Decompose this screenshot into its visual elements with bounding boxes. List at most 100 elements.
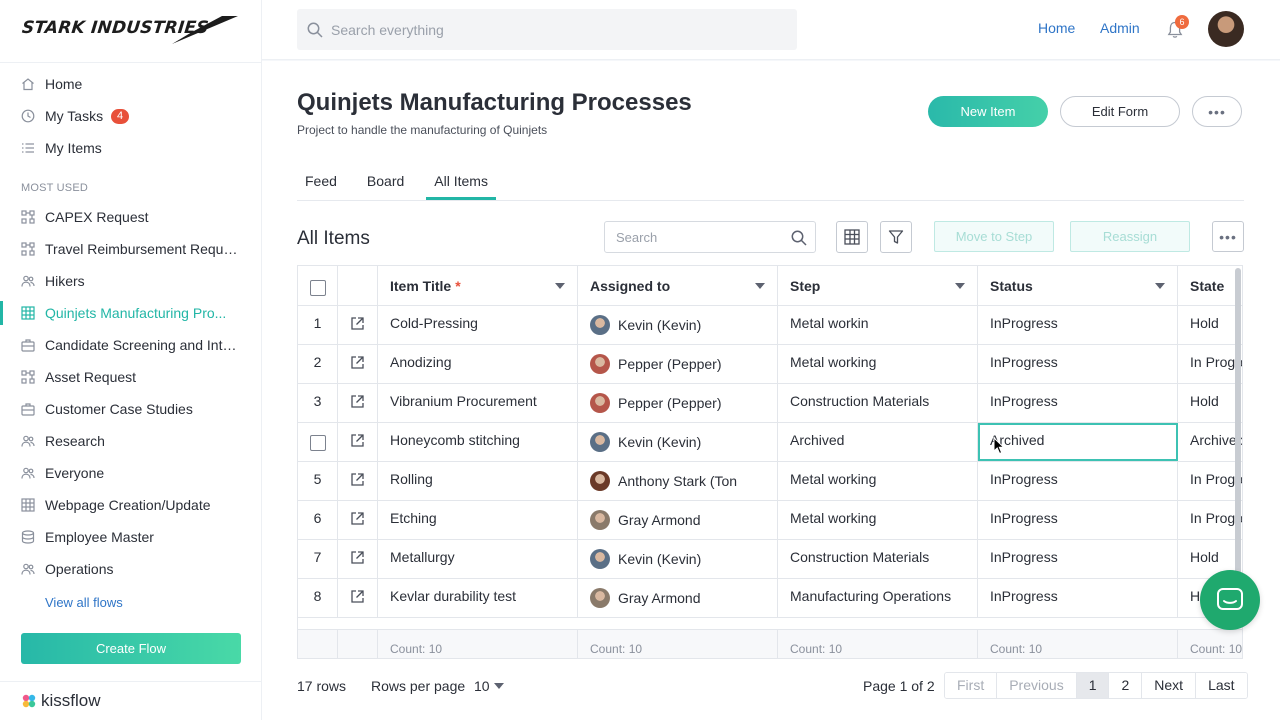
previous-page-button[interactable]: Previous (997, 673, 1077, 698)
item-title-cell[interactable]: Honeycomb stitching (378, 423, 578, 461)
admin-link[interactable]: Admin (1100, 20, 1140, 36)
table-row[interactable]: 1 Cold-Pressing Kevin (Kevin) Metal workin I… (298, 306, 1242, 345)
step-cell[interactable]: Metal working (778, 345, 978, 383)
assigned-to-cell[interactable]: Kevin (Kevin) (578, 306, 778, 344)
page-1-button[interactable]: 1 (1076, 673, 1110, 698)
state-cell[interactable]: Archivec (1190, 432, 1243, 448)
item-search[interactable] (604, 221, 816, 253)
new-item-button[interactable]: New Item (928, 96, 1048, 127)
assigned-to-cell[interactable]: Pepper (Pepper) (578, 384, 778, 422)
item-title-cell[interactable]: Cold-Pressing (378, 306, 578, 344)
item-title-cell[interactable]: Etching (378, 501, 578, 539)
assigned-to-cell[interactable]: Gray Armond (578, 501, 778, 539)
page-2-button[interactable]: 2 (1109, 673, 1143, 698)
sidebar-item-customer-case-studies[interactable]: Customer Case Studies (0, 393, 262, 425)
assigned-to-cell[interactable]: Kevin (Kevin) (578, 423, 778, 461)
status-cell[interactable]: Archived (978, 423, 1178, 461)
next-page-button[interactable]: Next (1142, 673, 1197, 698)
item-title-cell[interactable]: Kevlar durability test (378, 579, 578, 617)
item-title-cell[interactable]: Anodizing (378, 345, 578, 383)
tab-all-items[interactable]: All Items (426, 164, 496, 200)
vertical-scrollbar[interactable] (1235, 268, 1241, 618)
sidebar-item-webpage-creation-update[interactable]: Webpage Creation/Update (0, 489, 262, 521)
table-row[interactable]: 6 Etching Gray Armond Metal working InProgre… (298, 501, 1243, 540)
search-icon[interactable] (791, 230, 807, 246)
sidebar-item-employee-master[interactable]: Employee Master (0, 521, 262, 553)
home-link[interactable]: Home (1038, 20, 1076, 36)
state-cell[interactable]: H (1190, 588, 1201, 604)
open-external-icon[interactable] (350, 355, 365, 373)
sidebar-item-quinjets-manufacturing-pro[interactable]: Quinjets Manufacturing Pro... (0, 297, 262, 329)
step-cell[interactable]: Metal working (778, 462, 978, 500)
assigned-to-cell[interactable]: Pepper (Pepper) (578, 345, 778, 383)
sidebar-item-my-tasks[interactable]: My Tasks 4 (0, 100, 262, 132)
column-header-status[interactable]: Status (978, 266, 1178, 305)
kissflow-logo[interactable]: kissflow (21, 691, 101, 711)
sidebar-item-home[interactable]: Home (0, 68, 262, 100)
status-cell[interactable]: InProgress (978, 579, 1178, 617)
table-row[interactable]: 3 Vibranium Procurement Pepper (Pepper) Con… (298, 384, 1242, 423)
state-cell[interactable]: In Progre (1190, 510, 1243, 526)
status-cell[interactable]: InProgress (978, 345, 1178, 383)
state-cell[interactable]: In Progre (1190, 354, 1243, 370)
state-cell[interactable]: Hold (1190, 315, 1219, 331)
sidebar-item-everyone[interactable]: Everyone (0, 457, 262, 489)
open-external-icon[interactable] (350, 511, 365, 529)
status-cell[interactable]: InProgress (978, 501, 1178, 539)
chevron-down-icon[interactable] (555, 283, 565, 289)
open-external-icon[interactable] (350, 316, 365, 334)
chat-widget-button[interactable] (1200, 570, 1260, 630)
step-cell[interactable]: Metal workin (778, 306, 978, 344)
chevron-down-icon[interactable] (955, 283, 965, 289)
sidebar-item-operations[interactable]: Operations (0, 553, 262, 585)
sidebar-item-asset-request[interactable]: Asset Request (0, 361, 262, 393)
sidebar-item-candidate-screening-and-inte[interactable]: Candidate Screening and Inte... (0, 329, 262, 361)
status-cell[interactable]: InProgress (978, 384, 1178, 422)
sidebar-item-travel-reimbursement-reque[interactable]: Travel Reimbursement Reque... (0, 233, 262, 265)
edit-form-button[interactable]: Edit Form (1060, 96, 1180, 127)
view-all-flows-link[interactable]: View all flows (45, 595, 123, 610)
sidebar-item-my-items[interactable]: My Items (0, 132, 262, 164)
state-cell[interactable]: In Progre (1190, 471, 1243, 487)
status-cell[interactable]: InProgress (978, 306, 1178, 344)
column-header-state[interactable]: State (1178, 266, 1242, 305)
page-more-options-button[interactable]: ••• (1192, 96, 1242, 127)
item-title-cell[interactable]: Rolling (378, 462, 578, 500)
select-all-checkbox[interactable] (309, 280, 326, 296)
reassign-button[interactable]: Reassign (1070, 221, 1190, 252)
list-more-options-button[interactable]: ••• (1212, 221, 1244, 252)
filter-button[interactable] (880, 221, 912, 253)
rows-per-page-select[interactable]: 10 (474, 678, 504, 694)
last-page-button[interactable]: Last (1196, 673, 1247, 698)
global-search[interactable] (297, 9, 797, 50)
column-header-assigned-to[interactable]: Assigned to (578, 266, 778, 305)
open-external-icon[interactable] (350, 589, 365, 607)
tab-board[interactable]: Board (366, 173, 405, 189)
table-row[interactable]: 7 Metallurgy Kevin (Kevin) Construction Mat… (298, 540, 1242, 579)
status-cell[interactable]: InProgress (978, 462, 1178, 500)
column-header-step[interactable]: Step (778, 266, 978, 305)
table-row[interactable]: 2 Anodizing Pepper (Pepper) Metal working In… (298, 345, 1243, 384)
item-title-cell[interactable]: Metallurgy (378, 540, 578, 578)
state-cell[interactable]: Hold (1190, 549, 1219, 565)
open-external-icon[interactable] (350, 472, 365, 490)
status-cell[interactable]: InProgress (978, 540, 1178, 578)
move-to-step-button[interactable]: Move to Step (934, 221, 1054, 252)
step-cell[interactable]: Construction Materials (778, 540, 978, 578)
state-cell[interactable]: Hold (1190, 393, 1219, 409)
global-search-input[interactable] (331, 21, 771, 38)
create-flow-button[interactable]: Create Flow (21, 633, 241, 664)
open-external-icon[interactable] (350, 394, 365, 412)
sidebar-item-hikers[interactable]: Hikers (0, 265, 262, 297)
row-checkbox[interactable] (309, 435, 326, 451)
step-cell[interactable]: Construction Materials (778, 384, 978, 422)
open-external-icon[interactable] (350, 550, 365, 568)
open-external-icon[interactable] (350, 433, 365, 451)
table-row[interactable]: Honeycomb stitching Kevin (Kevin) Archived… (298, 423, 1243, 462)
first-page-button[interactable]: First (945, 673, 998, 698)
user-avatar[interactable] (1208, 11, 1244, 47)
assigned-to-cell[interactable]: Kevin (Kevin) (578, 540, 778, 578)
table-row[interactable]: 8 Kevlar durability test Gray Armond Manufa… (298, 579, 1242, 618)
stark-industries-logo[interactable]: STARK INDUSTRIES (21, 14, 240, 46)
tab-feed[interactable]: Feed (305, 173, 337, 189)
